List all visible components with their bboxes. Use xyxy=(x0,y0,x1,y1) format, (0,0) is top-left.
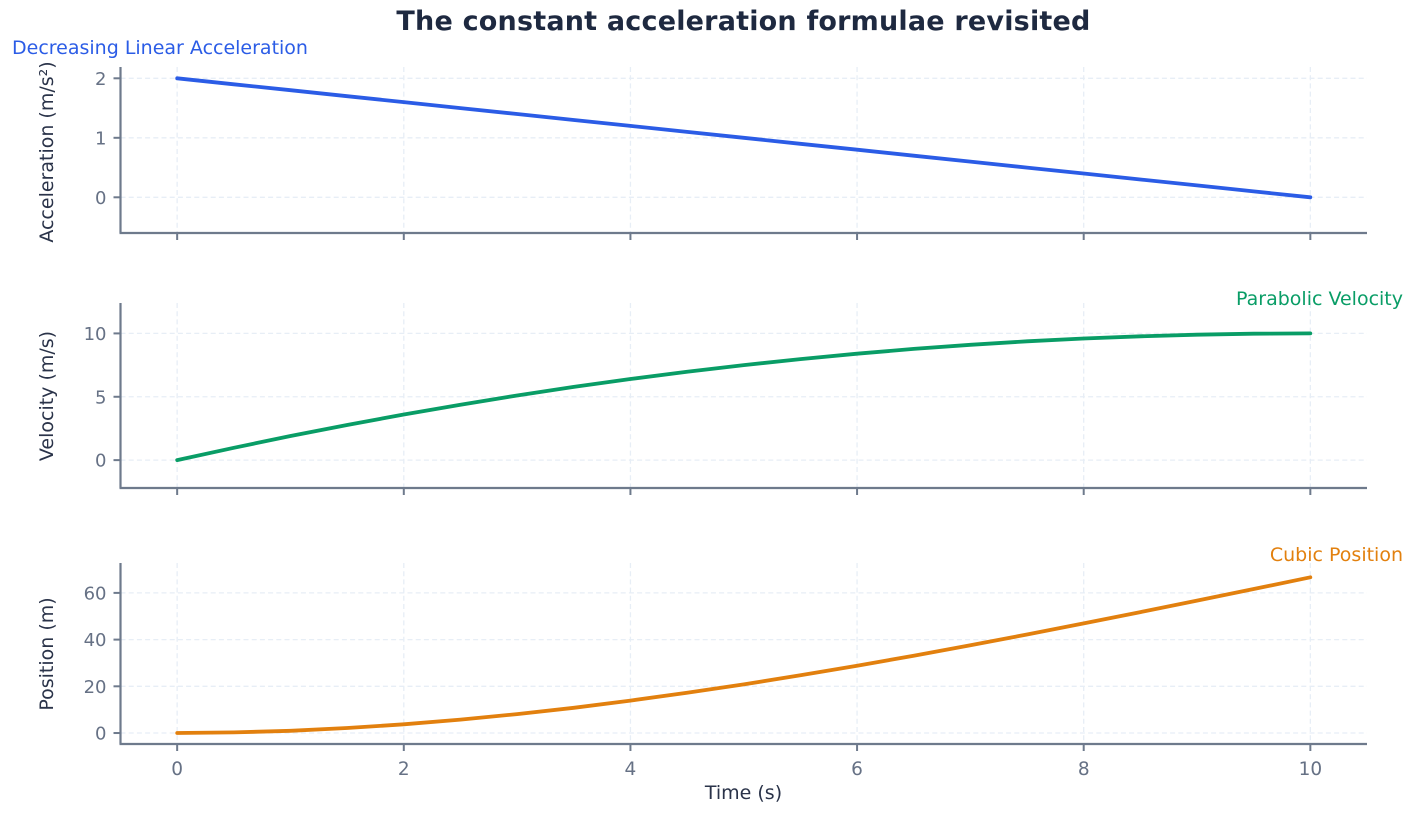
y-axis-label-position: Position (m) xyxy=(36,597,58,711)
y-axis-label-acceleration: Acceleration (m/s²) xyxy=(36,61,58,243)
y-tick-label: 20 xyxy=(84,677,107,698)
series-line-0 xyxy=(175,76,1313,200)
y-axis-label-velocity: Velocity (m/s) xyxy=(36,330,58,462)
x-tick-label: 2 xyxy=(398,759,410,780)
subplot-2: 0 20 40 60 0 2 4 6 8 10 xyxy=(84,563,1367,780)
y-tick-label: 40 xyxy=(84,630,107,651)
x-tick-label: 8 xyxy=(1078,759,1090,780)
series-line-2 xyxy=(175,575,1313,735)
chart-title: The constant acceleration formulae revis… xyxy=(396,6,1091,37)
y-tick-label: 1 xyxy=(95,128,106,149)
x-tick-label: 6 xyxy=(851,759,863,780)
y-tick-label: 10 xyxy=(84,324,107,345)
y-tick-label: 2 xyxy=(95,69,106,90)
x-tick-label: 4 xyxy=(625,759,637,780)
x-tick-label: 10 xyxy=(1299,759,1323,780)
annotation-acceleration: Decreasing Linear Acceleration xyxy=(12,37,308,59)
annotation-position: Cubic Position xyxy=(1269,544,1403,566)
annotation-velocity: Parabolic Velocity xyxy=(1236,288,1403,310)
x-tick-label: 0 xyxy=(171,759,183,780)
y-tick-label: 60 xyxy=(84,583,107,604)
subplot-0: 0 1 2 xyxy=(95,67,1367,240)
y-tick-label: 0 xyxy=(95,188,106,209)
x-axis-label: Time (s) xyxy=(704,782,783,804)
series-line-1 xyxy=(175,331,1313,463)
y-tick-label: 5 xyxy=(95,387,106,408)
y-tick-label: 0 xyxy=(95,724,106,745)
subplot-1: 0 5 10 xyxy=(84,303,1367,495)
y-tick-label: 0 xyxy=(95,451,106,472)
